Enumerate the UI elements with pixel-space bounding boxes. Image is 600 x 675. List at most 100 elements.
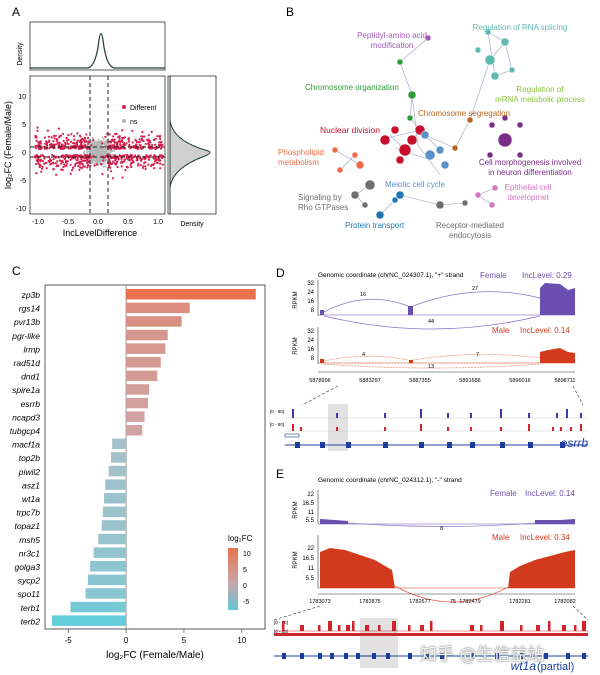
legend-ns-label: ns bbox=[130, 119, 138, 126]
scatter-point-different bbox=[110, 140, 113, 143]
bar-pgr-like bbox=[126, 329, 168, 341]
scatter-point-ns bbox=[95, 149, 98, 152]
panel-b: B Peptidyl-amino acid modification Regulat… bbox=[278, 5, 585, 240]
d-male-junction: 7 bbox=[476, 352, 479, 358]
scatter-point-different bbox=[138, 138, 141, 141]
scatter-point-different bbox=[83, 165, 86, 168]
scatter-point-different bbox=[76, 139, 79, 142]
scatter-point-different bbox=[129, 147, 132, 150]
scatter-point-different bbox=[41, 160, 45, 163]
scatter-point-different bbox=[77, 165, 80, 168]
scatter-point-ns bbox=[98, 153, 101, 156]
top-density-label: Density bbox=[17, 42, 24, 66]
scatter-point-ns bbox=[96, 147, 99, 150]
e-coord-title: Genomic coordinate (chrNC_024312.1), "-"… bbox=[318, 477, 462, 484]
bar-category-label: golga3 bbox=[14, 562, 40, 572]
scatter-point-different bbox=[79, 135, 82, 138]
scatter-point-different bbox=[153, 167, 156, 170]
scatter-point-different bbox=[43, 162, 46, 165]
bar-chart: zp3b rgs14 pvr13b pgr-like lrmp rad51d dnd1 spi… bbox=[10, 285, 256, 645]
network-node bbox=[350, 190, 360, 200]
scatter-point-different bbox=[159, 141, 162, 144]
network-node bbox=[351, 151, 359, 159]
scatter-point-ns bbox=[111, 150, 114, 153]
bar-zp3b bbox=[126, 289, 256, 300]
bar-esrrb bbox=[126, 397, 149, 409]
scatter-point-different bbox=[116, 160, 119, 163]
bar-category-label: nr3c1 bbox=[19, 548, 41, 558]
d-ytick: 16 bbox=[307, 299, 314, 305]
x-tick: -1.0 bbox=[32, 219, 44, 226]
network-node bbox=[396, 58, 404, 66]
x-tick: 0.0 bbox=[93, 219, 103, 226]
bar-legend-colorbar bbox=[228, 548, 238, 610]
scatter-point-different bbox=[86, 136, 90, 139]
scatter-point-different bbox=[66, 154, 70, 157]
scatter-point-ns bbox=[93, 141, 96, 143]
scatter-point-different bbox=[115, 141, 118, 144]
scatter-point-ns bbox=[104, 148, 107, 150]
bar-frame bbox=[44, 284, 266, 630]
d-male-junction: 4 bbox=[362, 352, 365, 358]
scatter-point-ns bbox=[93, 147, 96, 150]
e-igv-tracks bbox=[274, 621, 588, 659]
network-node bbox=[461, 199, 469, 207]
network-nodes bbox=[331, 28, 524, 220]
scatter-point-different bbox=[56, 160, 59, 163]
watermark: 知乎 @生信益站 bbox=[420, 645, 545, 665]
scatter-point-different bbox=[100, 163, 103, 166]
scatter-point-ns bbox=[90, 151, 93, 154]
network-node bbox=[406, 114, 414, 122]
bar-topaz1 bbox=[101, 520, 127, 531]
bar-category-label: topaz1 bbox=[14, 521, 40, 531]
scatter-point-different bbox=[62, 165, 65, 169]
scatter-point-different bbox=[141, 147, 144, 150]
scatter-point-different bbox=[129, 159, 132, 162]
scatter-point-different bbox=[127, 140, 131, 143]
scatter-point-different bbox=[140, 158, 143, 161]
scatter-point-different bbox=[39, 158, 43, 161]
scatter-point-different bbox=[80, 158, 83, 161]
scatter-point-different bbox=[55, 138, 58, 141]
d-coord: 5883297 bbox=[359, 378, 380, 384]
scatter-point-different bbox=[45, 143, 48, 147]
right-density-label: Density bbox=[180, 221, 204, 228]
scatter-point-ns bbox=[90, 140, 93, 143]
scatter-point-different bbox=[46, 129, 50, 132]
scatter-point-different bbox=[48, 155, 51, 159]
top-density-curve bbox=[30, 32, 165, 69]
scatter-point-different bbox=[112, 135, 115, 138]
network-node bbox=[484, 28, 492, 36]
scatter-point-different bbox=[39, 154, 43, 157]
cluster-label: Meiotic cell cycle bbox=[385, 180, 446, 189]
right-density-frame bbox=[167, 75, 217, 215]
scatter-point-different bbox=[49, 158, 52, 161]
scatter-point-different bbox=[52, 140, 55, 143]
e-ytick: 11 bbox=[308, 510, 315, 516]
network-node bbox=[336, 166, 344, 174]
panel-e-letter: E bbox=[276, 467, 284, 481]
scatter-point-ns bbox=[102, 148, 105, 150]
scatter-point-ns bbox=[97, 150, 99, 153]
cluster-label: Phospholipid metabolism bbox=[278, 148, 324, 167]
e-gene-name: wt1a bbox=[511, 659, 537, 673]
scatter-point-different bbox=[79, 160, 82, 164]
bar-category-label: trpc7b bbox=[16, 508, 40, 518]
y-tick: -10 bbox=[16, 206, 26, 213]
cluster-label: Signaling by Rho GTPases bbox=[298, 193, 348, 212]
bar-category-label: sycp2 bbox=[18, 576, 40, 586]
scatter-point-different bbox=[60, 162, 63, 165]
scatter-point-different bbox=[159, 159, 162, 162]
scatter-point-different bbox=[147, 142, 150, 145]
network-node bbox=[424, 149, 436, 161]
scatter-point-different bbox=[79, 166, 82, 169]
scatter-point-different bbox=[147, 163, 150, 166]
scatter-point-different bbox=[150, 164, 153, 167]
d-female-junction: 27 bbox=[472, 286, 478, 292]
scatter-point-different bbox=[121, 136, 124, 139]
e-rpkm-label: RPKM bbox=[293, 501, 299, 518]
bar-category-label: zp3b bbox=[21, 290, 41, 300]
bar-category-label: spo11 bbox=[17, 589, 40, 599]
d-rpkm-label: RPKM bbox=[293, 291, 299, 308]
scatter-point-different bbox=[108, 158, 111, 161]
